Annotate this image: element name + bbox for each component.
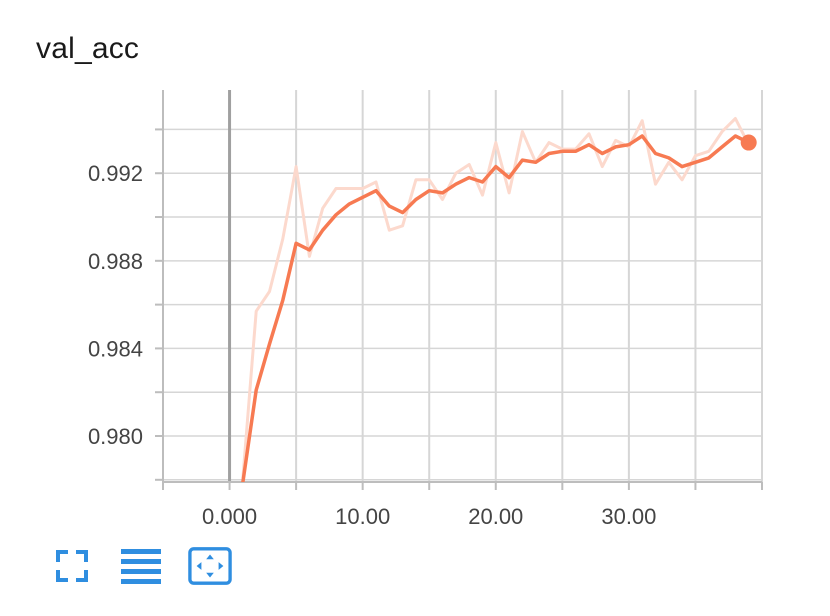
raw-series-line [241, 117, 751, 480]
smoothed-series-line [241, 134, 751, 482]
fit-domain-icon [188, 547, 232, 585]
fullscreen-icon [56, 550, 88, 582]
fit-screen-button[interactable] [50, 544, 94, 588]
series-layer [241, 117, 751, 482]
lines-icon [121, 549, 161, 584]
x-tick-label: 20.00 [468, 504, 523, 529]
tick-labels: 0.000 10.00 20.00 30.00 0.980 0.984 0.988 0.992 [88, 161, 656, 529]
axes [155, 90, 763, 490]
x-tick-label: 10.00 [335, 504, 390, 529]
line-chart: 0.000 10.00 20.00 30.00 0.980 0.984 0.988 0.992 [88, 90, 763, 529]
y-tick-label: 0.980 [88, 424, 143, 449]
last-point-marker [740, 134, 757, 151]
toggle-log-scale-button[interactable] [119, 544, 163, 588]
x-tick-label: 0.000 [202, 504, 257, 529]
fit-domain-button[interactable] [188, 544, 232, 588]
y-tick-label: 0.988 [88, 249, 143, 274]
y-tick-label: 0.984 [88, 336, 143, 361]
chart-toolbar [50, 544, 257, 588]
chart-title: val_acc [36, 32, 140, 65]
y-tick-label: 0.992 [88, 161, 143, 186]
x-tick-label: 30.00 [601, 504, 656, 529]
